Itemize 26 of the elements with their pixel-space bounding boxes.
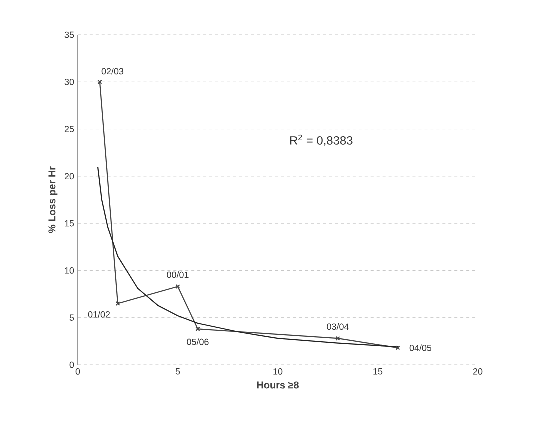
y-tick-label: 30 (64, 78, 74, 86)
annotation: 02/03 (102, 68, 124, 75)
point (336, 336, 340, 341)
y-tick-label: 0 (70, 362, 74, 368)
x-tick-label: 20 (473, 368, 483, 375)
x-tick-label: 15 (374, 368, 383, 375)
y-tick-label: 15 (65, 220, 74, 227)
annotation: 05/06 (187, 338, 209, 346)
point (116, 301, 120, 306)
y-tick-label: 10 (65, 268, 74, 274)
y-tick-label: 5 (70, 314, 74, 321)
annotation: R$^{2}$ = 0,8383 (290, 134, 353, 146)
annotation: 01/02 (88, 311, 110, 318)
x-tick-label: 5 (176, 368, 180, 375)
x-tick-label: 10 (274, 368, 283, 375)
point (176, 284, 180, 290)
x-axis-title: Hours ≥8 (257, 382, 299, 389)
x-tick-label: 0 (76, 368, 80, 375)
y-axis-title: % Loss per Hr (48, 166, 58, 234)
y-tick-label: 25 (64, 126, 74, 132)
y-tick-label: 20 (64, 173, 74, 180)
annotation: 03/04 (327, 323, 349, 330)
annotation: 04/05 (410, 344, 432, 352)
y-tick-label: 35 (64, 32, 74, 38)
point (196, 326, 200, 332)
annotation: 00/01 (167, 272, 189, 278)
